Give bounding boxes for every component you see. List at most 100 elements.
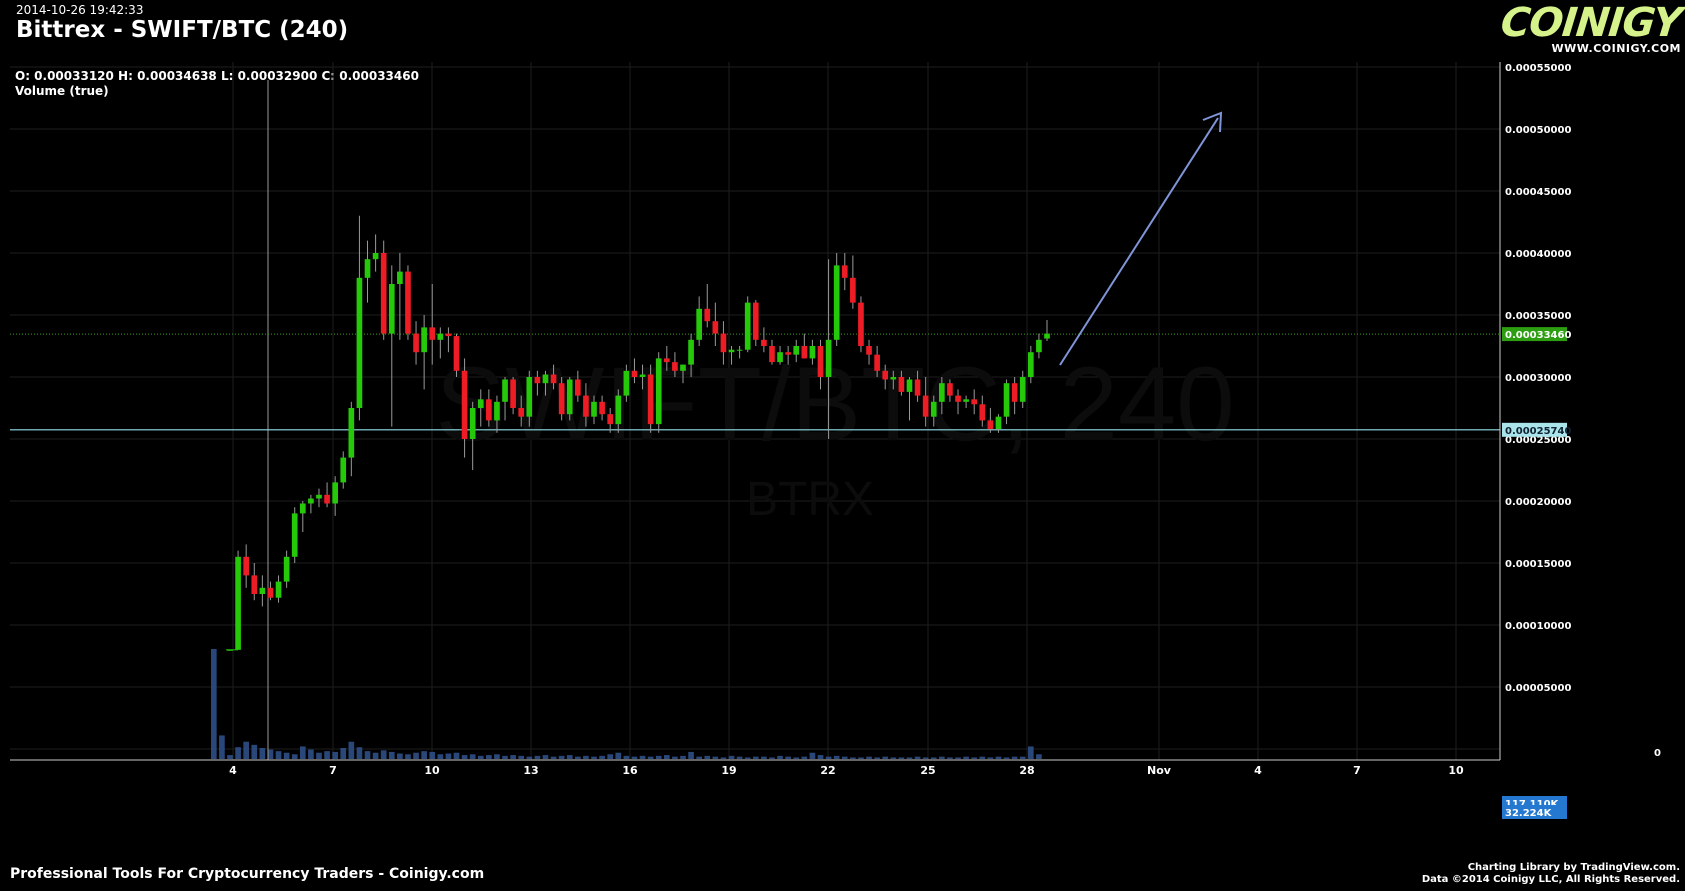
candle-body [518,408,525,417]
volume-bar [388,751,395,759]
trend-arrow-line[interactable] [1059,117,1219,366]
candle [1019,370,1026,408]
volume-bar [736,756,743,759]
candle-body [566,379,573,415]
candle-body [461,370,468,439]
candle-body [283,556,290,582]
candle-body [785,352,791,355]
candle-body [1044,333,1050,339]
candle-body [1036,339,1042,353]
candle-body [655,358,662,425]
volume-bar [882,756,889,759]
y-tick-label: 0.00005000 [1505,683,1571,694]
candle-body [971,399,978,405]
volume-bar [469,754,476,759]
candle-body [890,377,897,380]
candle [1011,377,1018,415]
candle [526,370,533,427]
candle [575,370,581,402]
candle-body [615,395,622,425]
candle-body [712,321,719,334]
candle-body [744,302,751,350]
candle-body [1027,352,1034,377]
volume-bar [494,754,500,759]
volume-bar [591,756,597,759]
candle-body [502,379,508,402]
candle-body [696,308,702,340]
volume-bar [785,756,791,759]
candle [518,395,525,427]
volume-bar [752,756,759,759]
candle [615,389,622,433]
credits-library: Charting Library by TradingView.com. [1467,862,1680,873]
candle-body [947,383,953,396]
y-tick-label: 0.00030000 [1505,373,1571,384]
last-price-badge-bg [1502,327,1567,342]
volume-bar [1036,754,1042,759]
candle [283,550,290,588]
candle-body [235,556,241,650]
candle [445,327,452,353]
candle-body [340,457,347,483]
footer-tagline: Professional Tools For Cryptocurrency Tr… [10,866,485,882]
candles [226,215,1050,651]
volume-bar [623,755,630,759]
candle-body [647,374,654,425]
volume-bar [429,751,436,759]
candle-body [663,358,670,363]
volume-bar [1011,756,1018,759]
candle [987,408,994,433]
candle [299,501,306,532]
candle [413,321,419,365]
x-tick-label: 25 [920,764,935,777]
candle [914,370,921,402]
candle [809,339,816,365]
y-tick-label: 0.00050000 [1505,125,1571,136]
footer-credits: Charting Library by TradingView.com. Dat… [1422,862,1680,886]
volume-bar [502,755,508,759]
volume-bar [696,756,702,759]
candle-body [267,587,274,598]
candle-body [477,399,484,408]
candle-body [526,377,533,417]
volume-bar [655,755,662,759]
trend-arrow[interactable] [1059,111,1223,366]
coinigy-logo[interactable]: COINIGY WWW.COINIGY.COM [1499,0,1684,55]
x-tick-label: 28 [1019,764,1034,777]
candle-body [801,346,808,359]
volume-bar [858,757,864,759]
candle [437,327,444,359]
candle-body [575,379,581,396]
volume-badge: 32.224K [1505,808,1553,819]
candle-body [898,377,905,392]
candle [372,234,379,272]
candle-body [720,333,727,353]
volume-bar [372,752,379,759]
x-tick-label: 19 [721,764,736,777]
candle-body [607,414,614,425]
candle [971,389,978,415]
volume-bar [235,747,241,759]
candle-body [510,379,516,408]
candle [380,240,387,340]
candle-body [979,404,986,421]
logo-url: WWW.COINIGY.COM [1551,42,1681,55]
volume-bar [566,755,573,759]
volume-bar [744,757,751,759]
candle-body [833,265,840,340]
volume-bar [914,756,921,759]
volume-bar [599,755,605,759]
candle [550,364,557,390]
volume-bar [526,756,533,759]
candle [744,296,751,353]
candle [841,253,848,291]
candle-body [259,587,266,594]
x-tick-label: 4 [229,764,237,777]
candle [1044,319,1050,342]
volume-bar [542,755,549,759]
candle-body [243,556,250,576]
y-tick-label: 0.00055000 [1505,63,1571,74]
candle [939,377,945,415]
volume-bar [890,757,897,759]
